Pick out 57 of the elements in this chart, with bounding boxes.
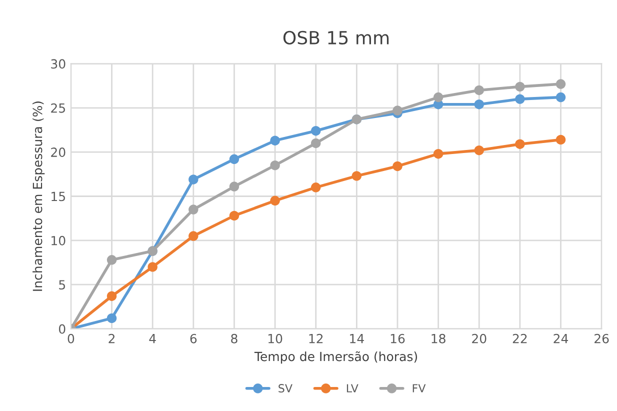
point <box>515 94 525 104</box>
point <box>433 92 444 102</box>
point <box>556 134 566 145</box>
point <box>148 262 158 272</box>
point <box>229 182 240 192</box>
y-tick-label: 25 <box>51 103 65 113</box>
point <box>229 210 240 221</box>
y-tick-label: 5 <box>59 280 65 290</box>
point <box>310 126 321 136</box>
point <box>270 160 280 170</box>
x-tick-label: 14 <box>350 334 364 344</box>
y-tick-label: 20 <box>51 148 66 157</box>
point <box>270 136 280 146</box>
legend-label: LV <box>346 384 358 392</box>
y-tick-label: 10 <box>52 236 66 246</box>
point <box>106 255 117 265</box>
point <box>106 291 117 301</box>
point <box>515 139 525 149</box>
point <box>270 196 280 206</box>
point <box>474 99 484 110</box>
x-tick-label: 6 <box>190 334 197 344</box>
y-tick-label: 0 <box>58 324 66 334</box>
point <box>515 82 525 92</box>
y-tick-label: 30 <box>51 59 66 69</box>
x-tick-label: 12 <box>309 334 323 344</box>
point <box>352 171 362 181</box>
x-axis-title: Tempo de Imersão (horas) <box>254 351 418 364</box>
chart-title: OSB 15 mm <box>283 30 389 45</box>
x-tick-label: 16 <box>390 334 405 344</box>
point <box>556 79 566 89</box>
x-tick-label: 2 <box>108 334 114 344</box>
point <box>229 154 240 164</box>
point <box>106 313 117 324</box>
point <box>556 92 566 102</box>
point <box>392 106 402 116</box>
point <box>474 145 484 156</box>
point <box>188 231 198 241</box>
y-axis-title: Inchamento em Espessura (%) <box>32 102 45 291</box>
point <box>433 148 444 159</box>
point <box>188 204 198 214</box>
x-tick-label: 24 <box>554 334 568 344</box>
x-tick-label: 8 <box>231 334 238 344</box>
y-tick-label: 15 <box>52 192 65 202</box>
x-tick-label: 10 <box>268 334 282 344</box>
point <box>392 161 402 172</box>
x-tick-label: 20 <box>472 334 486 344</box>
legend-label: SV <box>278 384 292 392</box>
x-tick-label: 4 <box>149 334 156 344</box>
point <box>474 85 484 96</box>
point <box>310 182 321 192</box>
x-tick-label: 26 <box>594 334 609 344</box>
legend-label: FV <box>412 384 426 392</box>
x-tick-label: 0 <box>68 334 74 344</box>
point <box>188 174 198 184</box>
point <box>310 138 321 148</box>
x-tick-label: 22 <box>512 334 527 344</box>
x-tick-label: 18 <box>432 334 446 344</box>
